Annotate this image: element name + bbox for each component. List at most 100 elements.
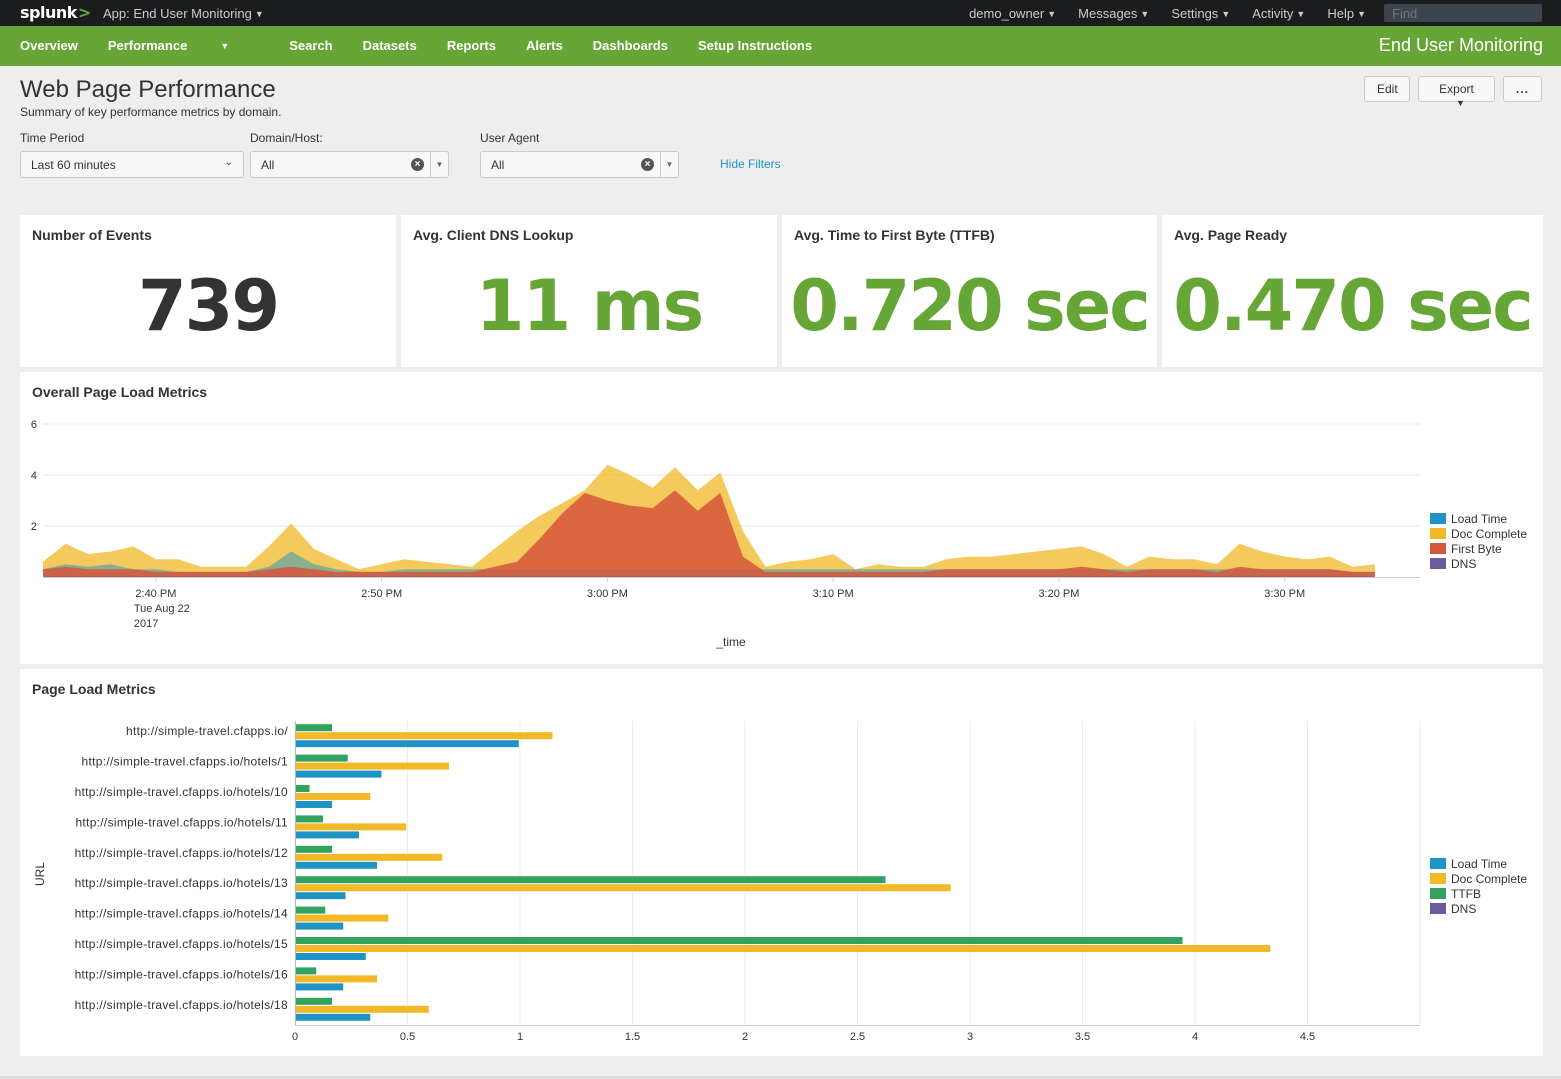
bar-load-time [296,831,359,839]
y-category-label: http://simple-travel.cfapps.io/hotels/14 [75,907,288,921]
menu-settings[interactable]: Settings ▼ [1171,6,1230,21]
legend-item[interactable]: First Byte [1430,541,1527,556]
page-footer-divider [0,1076,1561,1079]
legend-item[interactable]: TTFB [1430,886,1527,901]
chevron-down-icon: ▼ [1296,9,1306,19]
app-menu-label: App: End User Monitoring [103,6,252,21]
user-agent-label: User Agent [480,131,540,145]
x-tick-label: 3:20 PM [1038,588,1079,600]
more-actions-button[interactable]: ... [1503,76,1542,102]
edit-button[interactable]: Edit [1364,76,1410,102]
bar-doc-complete [296,975,377,983]
nav-alerts[interactable]: Alerts [525,38,563,53]
legend-swatch [1430,528,1446,539]
legend-swatch [1430,873,1446,884]
single-value[interactable]: 0.470 sec [1173,265,1533,347]
bar-ttfb [296,785,310,792]
app-nav-bar: Overview Performance ▼ Search Datasets Re… [0,26,1561,66]
chart-legend: Load Time Doc Complete TTFB DNS [1430,856,1527,916]
caret-down-icon[interactable]: ▼ [430,152,448,177]
time-period-label: Time Period [20,131,85,145]
legend-item[interactable]: DNS [1430,556,1527,571]
page-subtitle: Summary of key performance metrics by do… [20,105,282,119]
find-input[interactable] [1384,4,1542,22]
panel-title: Page Load Metrics [32,681,156,697]
legend-swatch [1430,903,1446,914]
menu-messages-label: Messages [1078,6,1138,21]
panel-title: Avg. Page Ready [1174,227,1288,243]
single-value[interactable]: 0.720 sec [790,265,1150,347]
legend-item[interactable]: DNS [1430,901,1527,916]
legend-label: Doc Complete [1451,526,1528,541]
area-series-first-byte [43,490,1375,577]
legend-item[interactable]: Load Time [1430,511,1527,526]
x-tick-label: 3:10 PM [813,588,854,600]
y-category-label: http://simple-travel.cfapps.io/hotels/11 [75,815,288,829]
menu-help-label: Help [1327,6,1355,21]
legend-swatch [1430,858,1446,869]
bar-load-time [296,740,519,748]
legend-swatch [1430,888,1446,899]
clear-icon[interactable]: × [411,158,424,171]
legend-label: First Byte [1451,541,1502,556]
nav-reports[interactable]: Reports [446,38,496,53]
system-menus: demo_owner ▼ Messages ▼ Settings ▼ Activity… [969,6,1366,21]
app-title: End User Monitoring [1378,35,1543,55]
single-value[interactable]: 739 [137,265,280,347]
nav-setup-instructions[interactable]: Setup Instructions [697,38,813,53]
bar-load-time [296,1013,371,1021]
y-axis-label: URL [33,862,47,886]
legend-item[interactable]: Load Time [1430,856,1527,871]
hide-filters-link[interactable]: Hide Filters [720,157,781,171]
splunk-logo[interactable]: splunk> [20,3,91,22]
y-category-label: http://simple-travel.cfapps.io/hotels/10 [75,785,288,799]
y-category-label: http://simple-travel.cfapps.io/hotels/18 [75,998,288,1012]
bar-ttfb [296,967,317,975]
caret-down-icon[interactable]: ▼ [660,152,678,177]
x-tick-sublabel: 2017 [134,618,158,630]
legend-item[interactable]: Doc Complete [1430,526,1527,541]
bar-load-time [296,922,344,930]
chevron-down-icon: ⌄ [224,157,233,168]
y-category-label: http://simple-travel.cfapps.io/hotels/1 [82,755,288,769]
nav-datasets[interactable]: Datasets [362,38,417,53]
bar-chart[interactable]: 0 0.5 1 1.5 2 2.5 3 3.5 4 4.5 http://simple-travel… [20,669,1543,1056]
menu-user[interactable]: demo_owner ▼ [969,6,1056,21]
bar-load-time [296,983,344,991]
bar-doc-complete [296,884,951,892]
menu-activity[interactable]: Activity ▼ [1252,6,1305,21]
clear-icon[interactable]: × [641,158,654,171]
bar-doc-complete [296,853,443,861]
legend-label: Load Time [1451,856,1508,871]
x-tick-label: 2.5 [850,1031,865,1043]
time-period-dropdown[interactable]: Last 60 minutes ⌄ [20,151,244,178]
area-chart[interactable]: 2 4 6 2:40 PM Tue Aug 22 2017 2:50 PM 3:00 PM 3:… [20,372,1543,664]
overall-page-load-panel: Overall Page Load Metrics 2 4 6 2:40 PM Tue … [20,372,1543,664]
menu-help[interactable]: Help ▼ [1327,6,1366,21]
nav-search[interactable]: Search [289,38,333,53]
nav-dashboards[interactable]: Dashboards [592,38,668,53]
chevron-down-icon: ▼ [1357,9,1366,19]
single-value[interactable]: 11 ms [475,265,704,347]
bar-ttfb [296,906,326,914]
nav-overview[interactable]: Overview [20,38,78,53]
export-button[interactable]: Export ▼ [1418,76,1495,108]
bar-doc-complete [296,1005,429,1013]
legend-item[interactable]: Doc Complete [1430,871,1527,886]
app-menu[interactable]: App: End User Monitoring ▼ [103,6,264,21]
bar-ttfb [296,937,1183,944]
chevron-down-icon: ▼ [1140,9,1150,19]
bar-ttfb [296,754,348,762]
user-agent-value: All [491,158,505,172]
nav-performance[interactable]: Performance ▼ [108,38,259,53]
x-tick-label: 3.5 [1075,1031,1090,1043]
bar-load-time [296,770,382,778]
menu-messages[interactable]: Messages ▼ [1078,6,1149,21]
bar-load-time [296,953,366,960]
time-period-value: Last 60 minutes [31,158,116,172]
x-tick-sublabel: Tue Aug 22 [134,603,190,615]
bar-load-time [296,861,377,869]
user-agent-select[interactable]: All × ▼ [480,151,679,178]
x-tick-label: 3:00 PM [587,588,628,600]
domain-host-select[interactable]: All × ▼ [250,151,449,178]
